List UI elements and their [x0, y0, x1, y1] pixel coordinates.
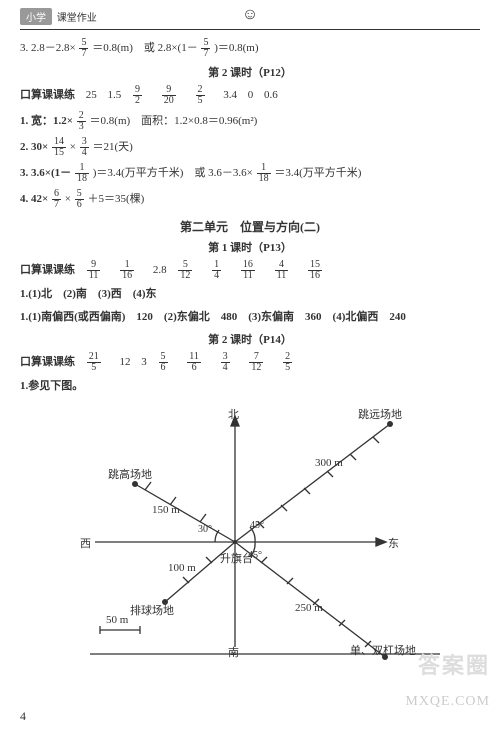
p14-oral: 口算课课练 215 12 3 56 116 34 712 25 — [20, 352, 480, 373]
oral-label: 口算课课练 — [20, 89, 75, 101]
lbl-45b: 45° — [248, 550, 262, 561]
lbl-45a: 45° — [250, 520, 264, 531]
unit2-title: 第二单元 位置与方向(二) — [20, 218, 480, 235]
lbl-east: 东 — [388, 535, 399, 551]
p13-1: 1.(1)北 (2)南 (3)西 (4)东 — [20, 286, 480, 304]
q3-frac2: 57 — [201, 38, 210, 59]
p13-2: 1.(1)南偏西(或西偏南) 120 (2)东偏北 480 (3)东偏南 360… — [20, 309, 480, 327]
header-sub: 课堂作业 — [57, 13, 97, 24]
lbl-volleyball: 排球场地 — [130, 602, 174, 618]
q3-a: 3. 2.8－2.8× — [20, 42, 76, 54]
q3-frac1: 57 — [79, 38, 88, 59]
lbl-100: 100 m — [168, 562, 196, 574]
p14-title: 第 2 课时（P14） — [20, 331, 480, 347]
smiley-icon: ☺ — [242, 6, 258, 24]
lbl-highjump: 跳高场地 — [108, 466, 152, 482]
lbl-danwei: 单、双杠场地 — [350, 642, 416, 658]
header-tab: 小学 — [20, 8, 52, 25]
lbl-longjump: 跳远场地 — [358, 406, 402, 422]
p12-4: 4. 42× 67 × 56 ＋5＝35(棵) — [20, 189, 480, 210]
p13-oral: 口算课课练 911 116 2.8 512 14 1611 411 1516 — [20, 260, 480, 281]
p12-oral: 口算课课练 25 1.5 92 920 25 3.4 0 0.6 — [20, 85, 480, 106]
q3-line: 3. 2.8－2.8× 57 ＝0.8(m) 或 2.8×(1－ 57 )＝0.… — [20, 38, 480, 59]
p13-title: 第 1 课时（P13） — [20, 239, 480, 255]
q3-c: )＝0.8(m) — [214, 42, 258, 54]
watermark-url: MXQE.COM — [405, 694, 490, 710]
lbl-west: 西 — [80, 535, 91, 551]
lbl-30: 30° — [198, 524, 212, 535]
lbl-scale: 50 m — [106, 614, 128, 626]
direction-diagram: 北 南 西 东 跳远场地 跳高场地 排球场地 升旗台 300 m 150 m 1… — [40, 402, 460, 662]
page-number: 4 — [20, 709, 26, 724]
p12-3: 3. 3.6×(1－ 118 )＝3.4(万平方千米) 或 3.6－3.6× 1… — [20, 163, 480, 184]
q3-b: ＝0.8(m) 或 2.8×(1－ — [92, 42, 198, 54]
p12-2: 2. 30× 1415 × 34 ＝21(天) — [20, 137, 480, 158]
lbl-150: 150 m — [152, 504, 180, 516]
p12-title: 第 2 课时（P12） — [20, 64, 480, 80]
lbl-300: 300 m — [315, 457, 343, 469]
p12-1: 1. 宽：1.2× 23 ＝0.8(m) 面积：1.2×0.8＝0.96(m²) — [20, 111, 480, 132]
lbl-south: 南 — [228, 644, 239, 660]
p14-1: 1.参见下图。 — [20, 378, 480, 396]
lbl-north: 北 — [228, 406, 239, 422]
lbl-250: 250 m — [295, 602, 323, 614]
